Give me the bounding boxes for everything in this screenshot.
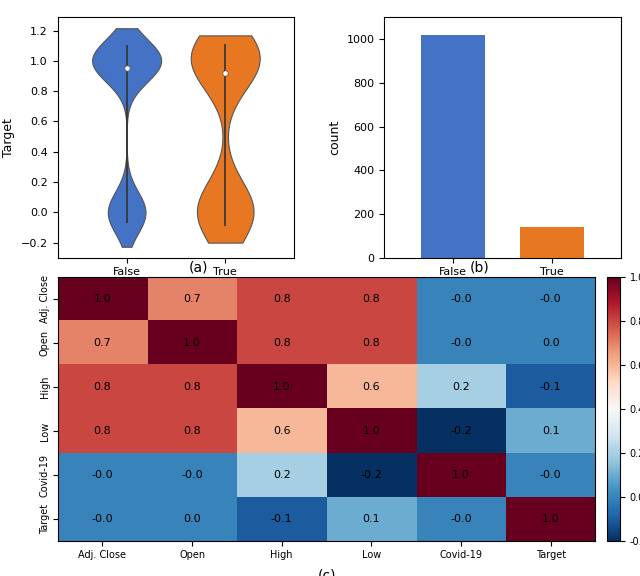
- Text: 1.0: 1.0: [452, 471, 470, 480]
- Text: 0.6: 0.6: [362, 382, 380, 392]
- Text: 0.0: 0.0: [542, 338, 559, 348]
- Y-axis label: count: count: [328, 120, 341, 155]
- Point: [220, 69, 230, 78]
- Text: -0.0: -0.0: [450, 338, 472, 348]
- Text: 0.8: 0.8: [273, 294, 291, 304]
- Text: 0.0: 0.0: [183, 514, 201, 524]
- Y-axis label: Target: Target: [2, 118, 15, 157]
- Text: 1.0: 1.0: [273, 382, 291, 392]
- Text: 0.8: 0.8: [362, 294, 380, 304]
- X-axis label: Covid-19: Covid-19: [475, 283, 530, 296]
- Text: -0.0: -0.0: [181, 471, 203, 480]
- Text: -0.1: -0.1: [271, 514, 292, 524]
- Text: 0.8: 0.8: [183, 426, 201, 436]
- Text: 1.0: 1.0: [93, 294, 111, 304]
- Bar: [421, 35, 485, 257]
- Text: 0.8: 0.8: [93, 382, 111, 392]
- Text: (a): (a): [189, 260, 208, 274]
- Point: [122, 63, 132, 73]
- Text: (b): (b): [470, 260, 490, 274]
- Text: 0.7: 0.7: [93, 338, 111, 348]
- Text: 0.8: 0.8: [183, 382, 201, 392]
- Text: 0.6: 0.6: [273, 426, 291, 436]
- Text: 0.2: 0.2: [273, 471, 291, 480]
- Text: 0.1: 0.1: [362, 514, 380, 524]
- Text: -0.0: -0.0: [450, 514, 472, 524]
- Text: -0.0: -0.0: [450, 294, 472, 304]
- X-axis label: Covid-19: Covid-19: [148, 283, 204, 296]
- Text: -0.0: -0.0: [92, 471, 113, 480]
- Text: -0.0: -0.0: [540, 471, 561, 480]
- Text: 0.8: 0.8: [362, 338, 380, 348]
- Text: 1.0: 1.0: [542, 514, 559, 524]
- Text: -0.1: -0.1: [540, 382, 561, 392]
- Text: 0.8: 0.8: [93, 426, 111, 436]
- Text: 0.7: 0.7: [183, 294, 201, 304]
- Text: 1.0: 1.0: [183, 338, 201, 348]
- Text: -0.2: -0.2: [360, 471, 382, 480]
- Bar: [520, 227, 584, 257]
- Text: 1.0: 1.0: [362, 426, 380, 436]
- Text: -0.0: -0.0: [540, 294, 561, 304]
- Text: 0.2: 0.2: [452, 382, 470, 392]
- Text: -0.2: -0.2: [450, 426, 472, 436]
- Text: (c): (c): [317, 569, 336, 576]
- Text: 0.1: 0.1: [542, 426, 559, 436]
- Text: -0.0: -0.0: [92, 514, 113, 524]
- Text: 0.8: 0.8: [273, 338, 291, 348]
